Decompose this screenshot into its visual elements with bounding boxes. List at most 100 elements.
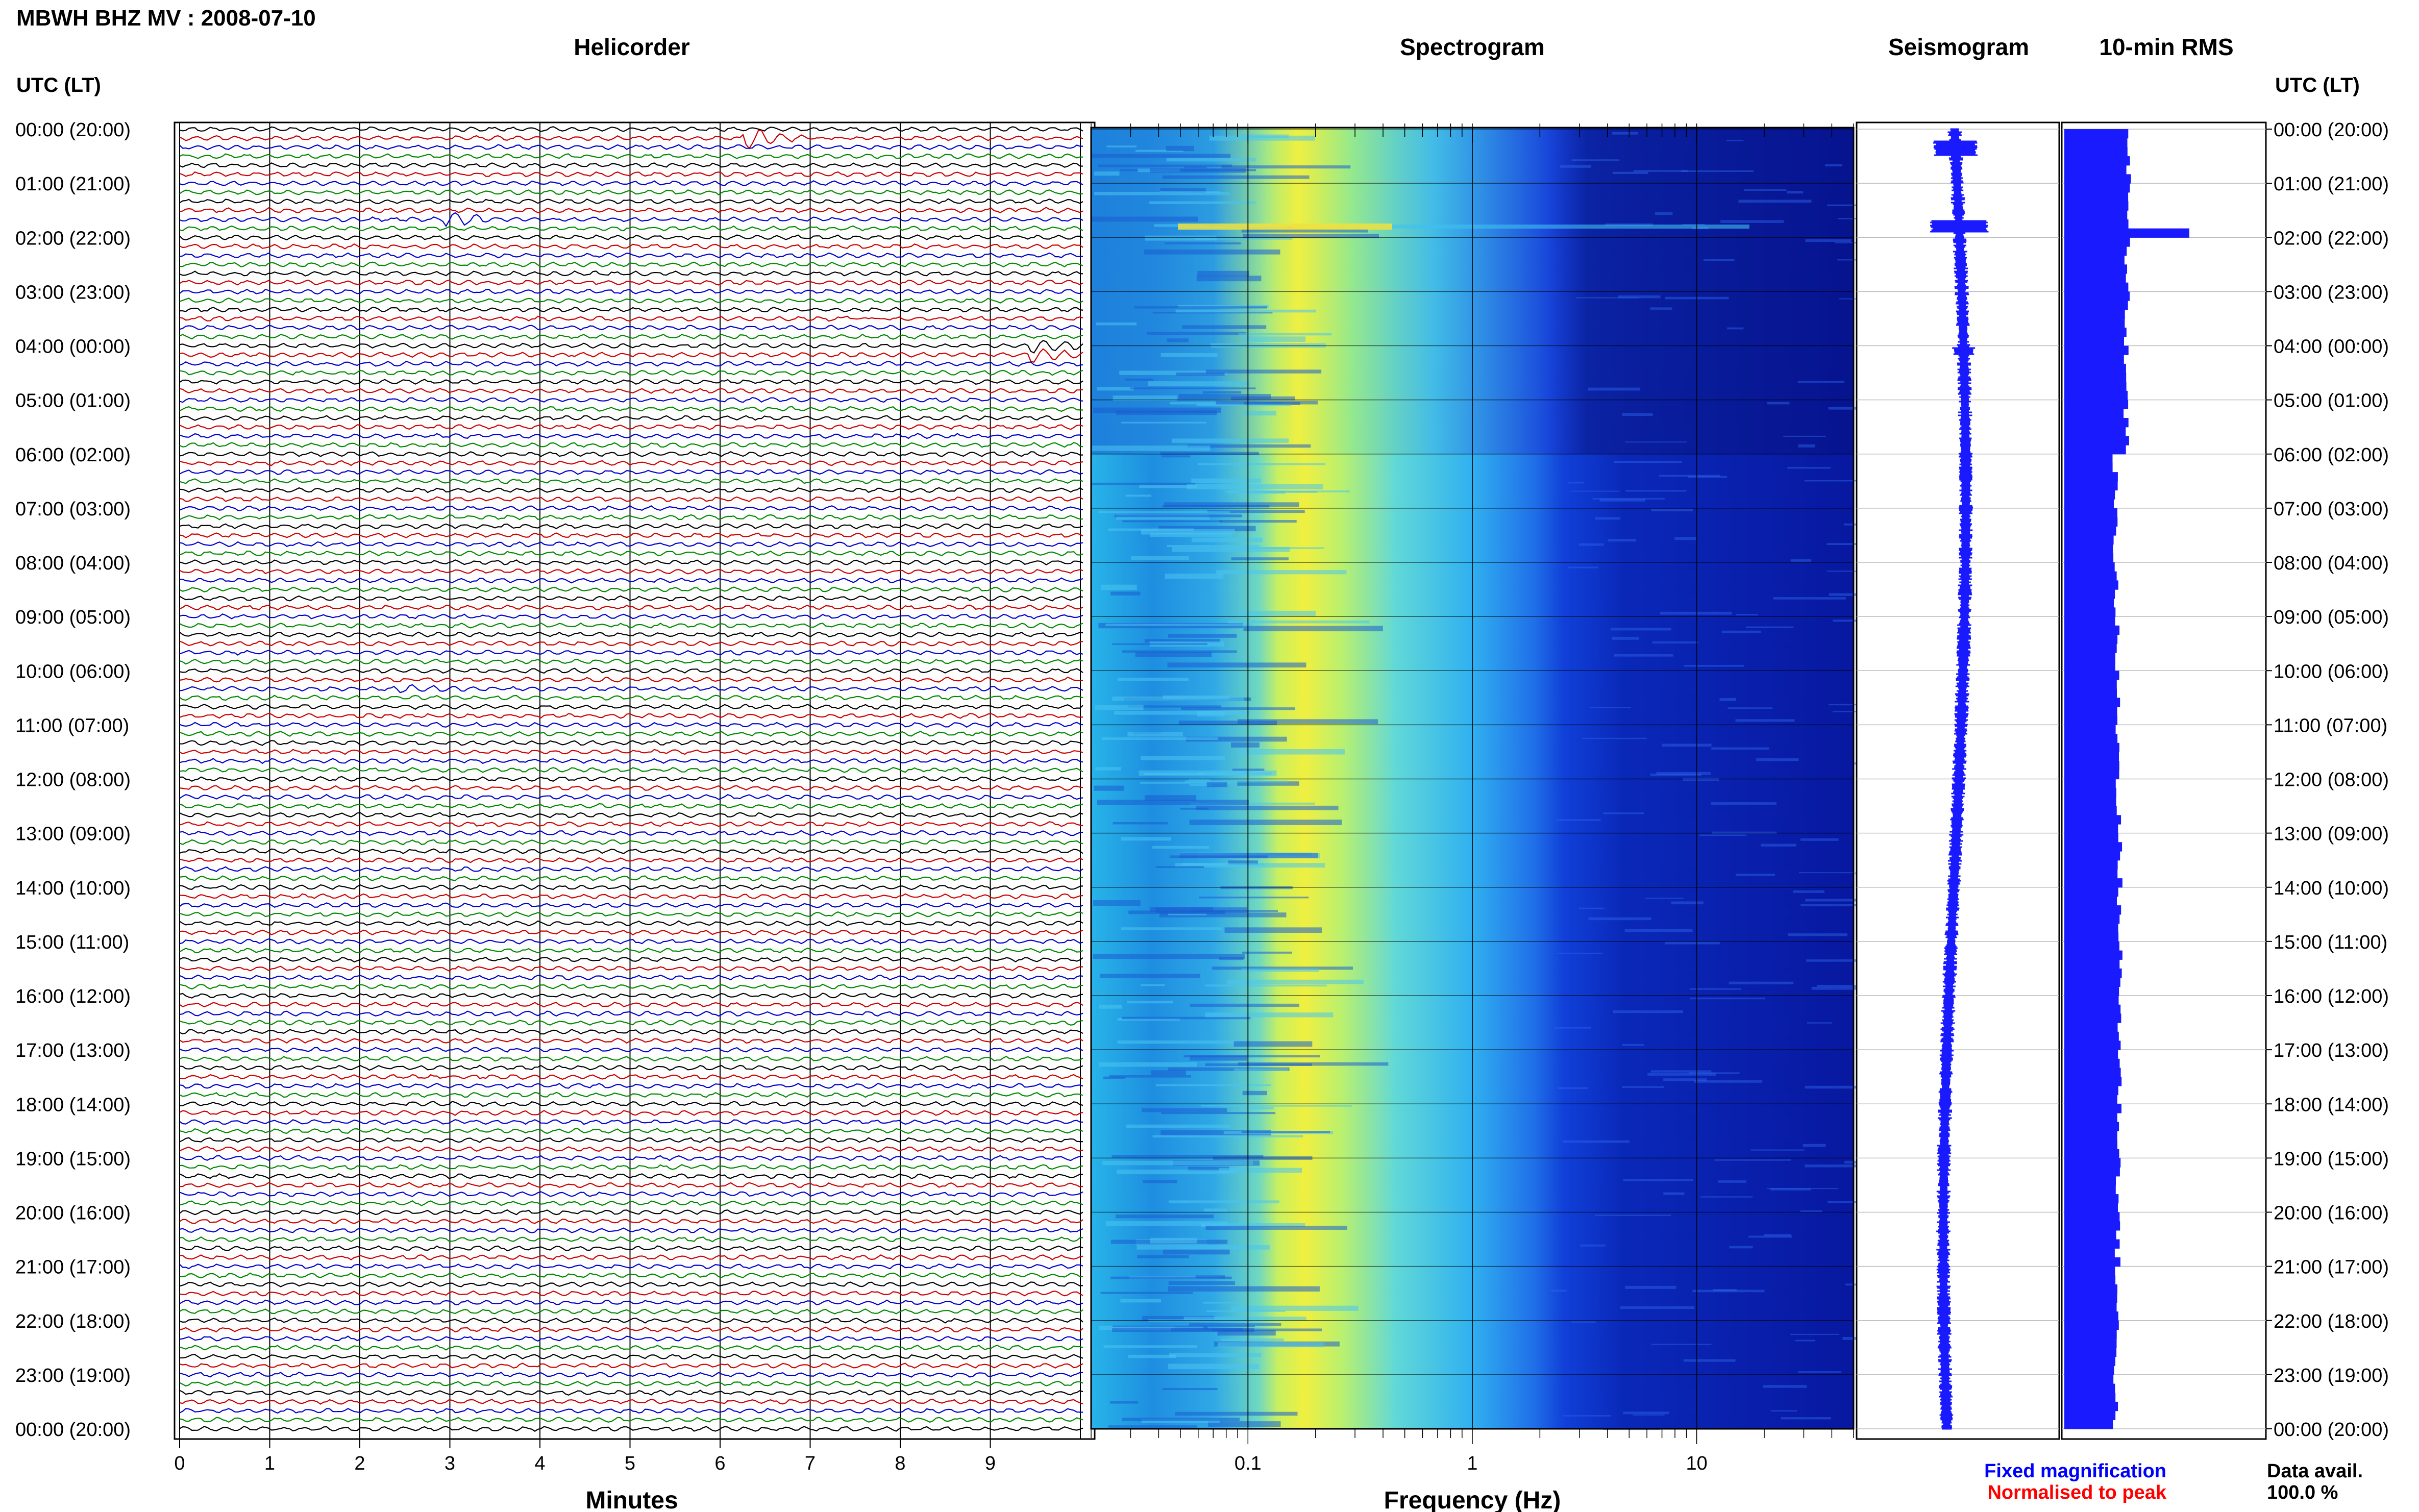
spectrogram-texture [1103, 1076, 1126, 1079]
spectrogram-panel [1090, 123, 1920, 1444]
spectrogram-texture [1093, 171, 1120, 176]
seismogram-trace [1930, 128, 1989, 1430]
time-label-left: 05:00 (01:00) [15, 390, 131, 412]
spectrogram-texture [1795, 1340, 1816, 1342]
spectrogram-texture [1729, 981, 1794, 984]
spectrogram-texture [1231, 557, 1289, 561]
time-label-right: 05:00 (01:00) [2274, 390, 2389, 412]
spectrogram-texture [1659, 475, 1720, 477]
rms-bar [2064, 923, 2118, 933]
rms-bar [2064, 463, 2113, 473]
spectrogram-texture [1140, 984, 1165, 986]
helicorder-trace [179, 956, 1083, 963]
spectrogram-texture [1806, 959, 1871, 962]
spectrogram-texture [1091, 482, 1196, 485]
rms-bar [2064, 1257, 2120, 1267]
rms-bar [2064, 1167, 2120, 1177]
spectrogram-texture [1760, 844, 1796, 847]
spectrogram-texture [1160, 188, 1206, 193]
rms-bar [2064, 1131, 2117, 1141]
helicorder-trace [179, 559, 1083, 565]
spectrogram-texture [1106, 1221, 1228, 1226]
spectrogram-texture [1563, 1415, 1611, 1417]
spectrogram-texture [1620, 1306, 1695, 1309]
spectrogram-texture [1804, 480, 1856, 482]
utc-label-left: UTC (LT) [16, 74, 101, 96]
spectrogram-texture [1242, 336, 1306, 342]
time-label-left: 13:00 (09:00) [15, 824, 131, 845]
spectrogram-texture [1563, 1140, 1630, 1143]
rms-bar [2064, 1040, 2121, 1050]
spectrogram-texture [1663, 1192, 1685, 1195]
spectrogram-texture [1699, 834, 1746, 836]
spectrogram-texture [1179, 721, 1277, 725]
rms-bar [2064, 1212, 2120, 1222]
helicorder-trace [179, 812, 1083, 819]
spectrogram-texture [1726, 140, 1744, 141]
spectrogram-texture [1127, 732, 1183, 737]
helicorder-trace [179, 225, 1083, 232]
rms-bar [2064, 1339, 2117, 1348]
helicorder-trace [179, 848, 1083, 854]
rms-bar [2064, 1302, 2117, 1312]
helicorder-trace [179, 198, 1083, 205]
rms-bar [2064, 228, 2189, 238]
spectrogram-texture [1151, 1070, 1186, 1076]
spectrogram-texture [1603, 812, 1644, 814]
helicorder-trace [179, 1362, 1083, 1369]
spectrogram-texture [1167, 662, 1306, 668]
rms-bar [2064, 761, 2119, 771]
spectrogram-texture [1557, 952, 1603, 954]
spectrogram-texture [1097, 387, 1134, 391]
spectrogram-texture [1197, 772, 1272, 775]
spectrogram-texture [1168, 1286, 1320, 1292]
spectrogram-texture [1144, 773, 1206, 775]
helicorder-trace [179, 1010, 1083, 1017]
helicorder-trace [180, 739, 1083, 746]
helicorder-trace [180, 261, 1083, 268]
spectrogram-texture [1114, 710, 1250, 715]
rms-bar [2064, 770, 2119, 780]
rms-bar [2064, 147, 2128, 157]
rms-bar [2064, 454, 2113, 464]
spectrogram-texture [1093, 785, 1124, 791]
rms-bar [2064, 1203, 2118, 1213]
spectrogram-texture [1234, 1068, 1288, 1071]
spectrogram-texture [1159, 912, 1287, 918]
rms-bar [2064, 896, 2117, 906]
spectrogram-texture [1588, 917, 1651, 921]
spectrogram-texture [1800, 838, 1839, 841]
rms-bar [2064, 1149, 2119, 1158]
spectrogram-texture [1106, 145, 1137, 147]
spectrogram-texture [1191, 478, 1261, 483]
helicorder-trace [179, 684, 1083, 693]
spectrogram-texture [1711, 802, 1777, 805]
rms-bar [2064, 1031, 2119, 1042]
spectrogram-texture [1560, 165, 1592, 168]
helicorder-trace [179, 433, 1083, 439]
helicorder-trace [179, 1236, 1083, 1243]
spectrogram-texture [1149, 201, 1256, 204]
helicorder-trace [179, 577, 1083, 584]
spectrogram-texture [1141, 529, 1235, 535]
spectrogram-texture [1110, 591, 1141, 596]
helicorder-trace [179, 415, 1083, 421]
spectrogram-texture [1168, 1364, 1260, 1370]
spectrogram-texture [1112, 697, 1245, 701]
time-label-right: 01:00 (21:00) [2274, 173, 2389, 195]
rms-bar [2064, 598, 2114, 608]
spectrogram-texture [1225, 490, 1350, 492]
spectrogram-texture [1147, 332, 1247, 335]
rms-bar [2064, 986, 2119, 996]
rms-bar [2064, 472, 2118, 482]
rms-bar [2064, 968, 2122, 978]
rms-bar [2064, 1293, 2117, 1303]
spectrogram-texture [1595, 1214, 1671, 1216]
spectrogram-texture [1221, 1338, 1284, 1342]
spectrogram-texture [1181, 707, 1295, 710]
spectrogram-texture [1612, 171, 1648, 175]
rms-bar [2064, 959, 2120, 969]
rms-bar [2064, 851, 2120, 861]
spectrogram-texture [1671, 901, 1704, 905]
spectrogram-texture [1205, 1063, 1313, 1066]
